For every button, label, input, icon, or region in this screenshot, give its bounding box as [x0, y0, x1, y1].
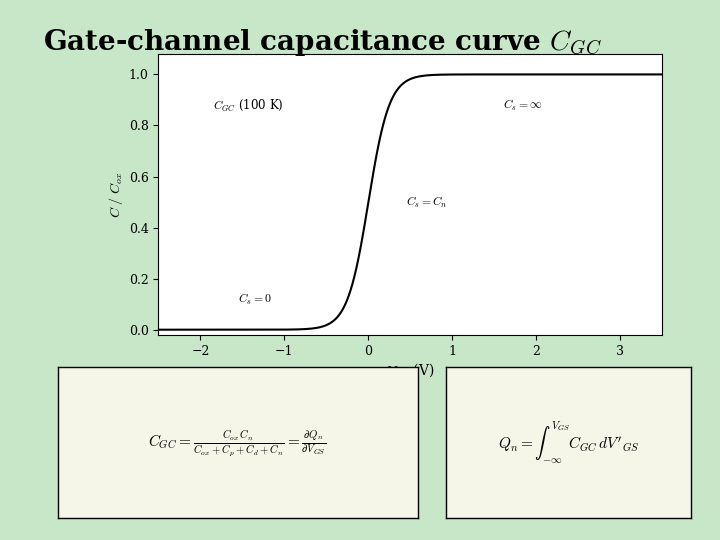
- Text: $C_s = \infty$: $C_s = \infty$: [503, 98, 542, 112]
- Text: Gate-channel capacitance curve $C_{GC}$: Gate-channel capacitance curve $C_{GC}$: [43, 27, 602, 58]
- Text: $C_s = 0$: $C_s = 0$: [238, 292, 272, 307]
- X-axis label: $V_{GS}$ (V): $V_{GS}$ (V): [386, 362, 435, 380]
- Text: $C_{GC}=\frac{C_{ox}\,C_n}{C_{ox}+C_p+C_d+C_n}=\frac{\partial Q_n}{\partial V_{G: $C_{GC}=\frac{C_{ox}\,C_n}{C_{ox}+C_p+C_…: [148, 428, 327, 458]
- Text: $C_{GC}$ (100 K): $C_{GC}$ (100 K): [213, 98, 284, 113]
- Y-axis label: $C\ /\ C_{ox}$: $C\ /\ C_{ox}$: [107, 171, 125, 218]
- Text: $C_s = C_n$: $C_s = C_n$: [406, 194, 448, 210]
- Text: $Q_n=\int_{-\infty}^{V_{GS}} C_{GC}\,dV'_{GS}$: $Q_n=\int_{-\infty}^{V_{GS}} C_{GC}\,dV'…: [498, 420, 639, 466]
